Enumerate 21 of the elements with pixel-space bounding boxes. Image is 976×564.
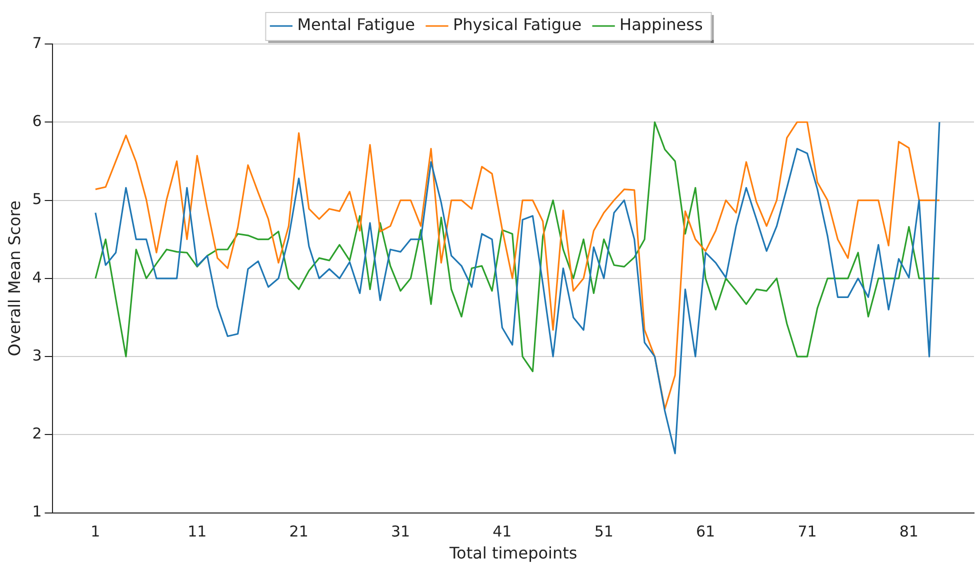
x-tick-label: 81: [899, 522, 918, 541]
x-tick-label: 41: [492, 522, 512, 541]
x-tick-label: 61: [696, 522, 716, 541]
x-axis-title: Total timepoints: [448, 544, 578, 563]
y-tick-label: 2: [32, 424, 42, 443]
x-tick-label: 11: [188, 522, 207, 541]
x-tick-label: 71: [798, 522, 817, 541]
y-tick-label: 3: [32, 346, 42, 364]
y-tick-label: 7: [32, 34, 42, 52]
y-tick-label: 4: [32, 268, 42, 286]
legend-label: Happiness: [620, 15, 703, 34]
y-tick-label: 6: [32, 112, 42, 130]
y-tick-label: 1: [32, 502, 42, 521]
x-tick-label: 1: [90, 522, 100, 541]
x-tick-label: 21: [289, 522, 308, 541]
y-axis-title: Overall Mean Score: [4, 200, 24, 356]
legend-label: Physical Fatigue: [452, 15, 582, 34]
legend-label: Mental Fatigue: [297, 15, 415, 34]
x-tick-label: 31: [390, 522, 410, 541]
y-tick-label: 5: [32, 190, 42, 208]
x-tick-label: 51: [594, 522, 614, 541]
